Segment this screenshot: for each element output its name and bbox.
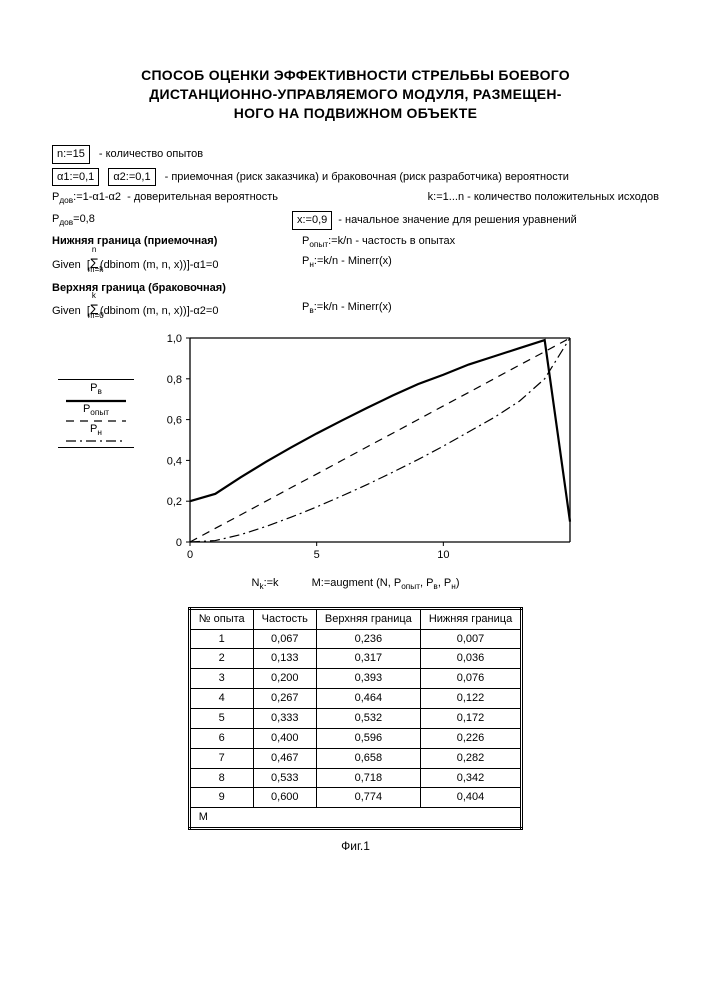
pdov-val: Pдов=0,8 [52,212,292,228]
table-header: Частость [253,608,316,629]
svg-text:5: 5 [314,549,320,561]
svg-text:1,0: 1,0 [167,333,182,345]
table-row: 20,1330,3170,036 [189,649,521,669]
pdov-def: Pдов:=1-α1-α2 - доверительная вероятност… [52,190,278,206]
a2-box: α2:=0,1 [108,168,155,187]
legend-pv: Pв [90,381,102,397]
upper-header: Верхняя граница (браковочная) [52,281,659,296]
legend-pn: Pн [90,422,102,438]
given1: Given [ n Σ m=k (dbinom (m, n, x))]-α1=0 [52,254,302,273]
table-header: Верхняя граница [316,608,420,629]
table-header: № опыта [189,608,253,629]
table-row: 30,2000,3930,076 [189,669,521,689]
svg-text:0,2: 0,2 [167,497,182,509]
svg-text:0: 0 [176,537,182,549]
a1-box: α1:=0,1 [52,168,99,187]
table-row: 70,4670,6580,282 [189,748,521,768]
svg-text:0,6: 0,6 [167,415,182,427]
k-text: k:=1...n - количество положительных исхо… [428,190,659,206]
results-table: № опытаЧастостьВерхняя границаНижняя гра… [188,607,523,830]
page-title: СПОСОБ ОЦЕНКИ ЭФФЕКТИВНОСТИ СТРЕЛЬБЫ БОЕ… [52,66,659,123]
alpha-text: - приемочная (риск заказчика) и браковоч… [165,171,569,183]
title-line-2: ДИСТАНЦИОННО-УПРАВЛЯЕМОГО МОДУЛЯ, РАЗМЕЩ… [52,85,659,104]
chart-legend: Pв Pопыт Pн [52,376,140,451]
title-line-3: НОГО НА ПОДВИЖНОМ ОБЪЕКТЕ [52,104,659,123]
table-row: 50,3330,5320,172 [189,708,521,728]
n-text: - количество опытов [99,148,203,160]
figure-label: Фиг.1 [52,838,659,854]
n-box: n:=15 [52,145,90,164]
table-row: 80,5330,7180,342 [189,768,521,788]
table-row: 60,4000,5960,226 [189,728,521,748]
confidence-chart: 0 0,2 0,4 0,6 0,8 1,0 0 5 10 [140,330,580,570]
svg-text:10: 10 [437,549,449,561]
x-box: x:=0,9 [292,211,332,230]
table-row: 90,6000,7740,404 [189,788,521,808]
table-row: 40,2670,4640,122 [189,689,521,709]
lower-header: Нижняя граница (приемочная) [52,234,302,250]
legend-popyt: Pопыт [83,402,109,418]
pv-def: Pв:=k/n - Minerr(x) [302,300,392,319]
svg-text:0: 0 [187,549,193,561]
popyt-def: Pопыт:=k/n - частость в опытах [302,234,455,250]
augment-line: Nk:=k M:=augment (N, Pопыт, Pв, Pн) [52,576,659,592]
m-label: M [189,808,521,829]
title-line-1: СПОСОБ ОЦЕНКИ ЭФФЕКТИВНОСТИ СТРЕЛЬБЫ БОЕ… [52,66,659,85]
x-text: - начальное значение для решения уравнен… [338,213,577,228]
ph-def: Pн:=k/n - Minerr(x) [302,254,392,273]
given2: Given [ k Σ m=0 (dbinom (m, n, x))]-α2=0 [52,300,302,319]
table-row: 10,0670,2360,007 [189,629,521,649]
table-header: Нижняя граница [420,608,521,629]
svg-text:0,8: 0,8 [167,374,182,386]
svg-text:0,4: 0,4 [167,456,182,468]
